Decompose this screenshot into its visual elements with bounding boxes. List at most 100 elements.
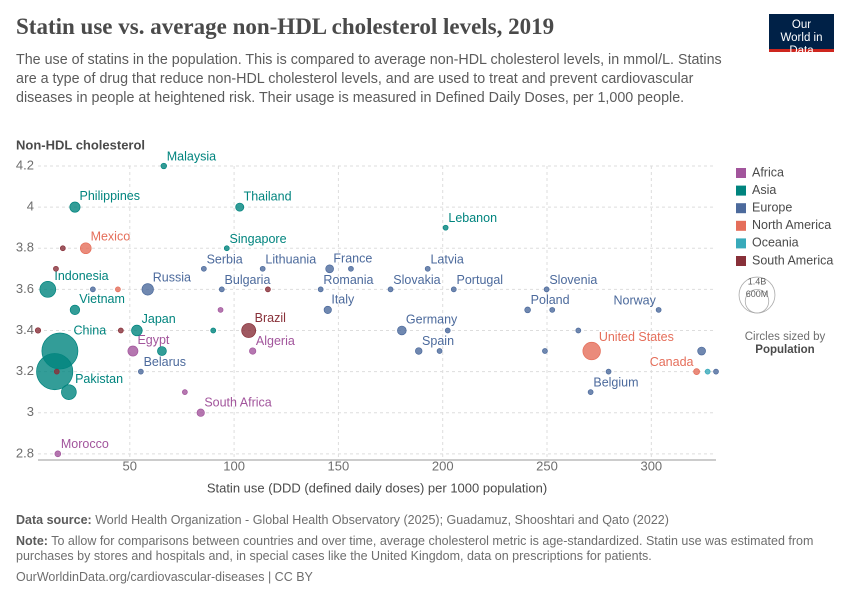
legend-label: Africa (752, 165, 784, 179)
legend-label: North America (752, 218, 831, 232)
bubble (450, 286, 457, 293)
y-tick-label: 3.8 (16, 240, 34, 255)
bubble (323, 305, 332, 314)
y-tick-label: 3.4 (16, 322, 34, 337)
bubble (137, 368, 144, 375)
point-label: Belarus (144, 355, 186, 369)
logo-text: Our World in Data (780, 19, 823, 57)
bubble (200, 265, 207, 272)
bubble (442, 224, 449, 231)
bubble (90, 286, 96, 293)
legend-swatch (736, 203, 746, 214)
point-label: Morocco (61, 437, 109, 451)
point-label: Indonesia (54, 269, 108, 283)
y-axis-title: Non-HDL cholesterol (16, 137, 145, 152)
bubble (127, 345, 139, 357)
point-label: Egypt (137, 333, 169, 347)
size-legend-label: 600M (746, 289, 769, 299)
bubble (223, 245, 230, 252)
legend-label: Oceania (752, 236, 799, 250)
note-label: Note: (16, 533, 48, 548)
size-legend-title: Circles sized by (745, 331, 826, 343)
legend-swatch (736, 168, 746, 178)
bubble (218, 286, 225, 293)
bubble (415, 347, 423, 355)
bubble (259, 265, 266, 272)
size-legend-label: 1.4B (748, 276, 767, 286)
bubble (317, 286, 324, 293)
x-tick-label: 50 (123, 458, 137, 473)
bubble (325, 264, 334, 274)
bubble (424, 265, 431, 272)
point-label: Lebanon (448, 211, 497, 225)
note: To allow for comparisons between countri… (16, 533, 814, 564)
bubble (524, 306, 531, 314)
point-label: United States (599, 330, 674, 344)
y-tick-label: 3.6 (16, 281, 34, 296)
x-axis-title: Statin use (DDD (defined daily doses) pe… (207, 480, 547, 495)
legend-swatch (736, 238, 746, 249)
point-label: Lithuania (265, 252, 316, 266)
url[interactable]: OurWorldinData.org/cardiovascular-diseas… (16, 569, 313, 584)
point-label: Malaysia (167, 149, 216, 163)
bubble (697, 346, 706, 356)
legend-label: Europe (752, 200, 792, 214)
footer: Data source: World Health Organization -… (16, 513, 816, 590)
bubble (39, 281, 57, 298)
x-tick-label: 200 (432, 458, 454, 473)
bubble (210, 327, 217, 334)
point-label: South Africa (204, 395, 271, 409)
bubble (53, 265, 59, 272)
bubble (53, 368, 60, 375)
bubble (69, 201, 81, 213)
point-label: Poland (531, 293, 570, 307)
point-label: Canada (650, 355, 694, 369)
point-label: Bulgaria (225, 273, 271, 287)
bubble (542, 348, 548, 354)
point-label: Thailand (244, 190, 292, 204)
bubble (436, 348, 443, 354)
bubble (141, 283, 154, 296)
y-tick-label: 4.2 (16, 157, 34, 172)
size-legend-variable: Population (755, 344, 814, 356)
point-label: Mexico (91, 230, 131, 244)
legend-label: Asia (752, 183, 776, 197)
bubble (397, 325, 407, 336)
bubble (704, 368, 711, 375)
bubble (713, 368, 719, 375)
bubble (61, 384, 77, 400)
point-label: Vietnam (79, 292, 125, 306)
bubble (605, 368, 612, 375)
bubble (582, 341, 601, 361)
source-line: Data source: World Health Organization -… (16, 513, 816, 529)
bubble (235, 202, 245, 212)
y-tick-label: 4 (27, 199, 34, 214)
point-label: Norway (614, 293, 657, 307)
point-label: Algeria (256, 334, 295, 348)
note-line: Note: To allow for comparisons between c… (16, 534, 816, 565)
y-tick-label: 2.8 (16, 445, 34, 460)
point-label: Romania (323, 273, 373, 287)
source-label: Data source: (16, 513, 92, 527)
logo[interactable]: Our World in Data (769, 14, 834, 57)
point-label: Slovenia (549, 273, 597, 287)
point-label: Latvia (430, 252, 463, 266)
bubble (587, 389, 594, 396)
x-tick-label: 150 (328, 458, 350, 473)
bubble (444, 327, 451, 334)
bubble (182, 389, 188, 396)
point-label: France (333, 251, 372, 265)
bubble (59, 245, 66, 252)
x-tick-label: 300 (640, 458, 662, 473)
bubble (69, 304, 81, 316)
bubble (348, 265, 354, 272)
source: World Health Organization - Global Healt… (95, 513, 669, 527)
bubble (54, 450, 62, 458)
point-label: Japan (142, 312, 176, 326)
y-tick-label: 3.2 (16, 363, 34, 378)
bubble (549, 307, 556, 313)
point-label: Singapore (230, 232, 287, 246)
point-label: Slovakia (393, 273, 440, 287)
bubble (265, 286, 271, 293)
point-label: Germany (406, 313, 458, 327)
